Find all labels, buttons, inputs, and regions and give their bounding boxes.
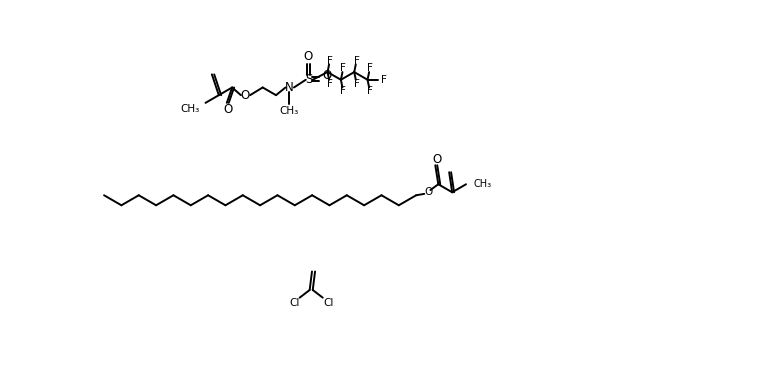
Text: O: O bbox=[323, 69, 332, 82]
Text: O: O bbox=[223, 103, 233, 116]
Text: O: O bbox=[432, 153, 442, 165]
Text: F: F bbox=[327, 79, 333, 89]
Text: O: O bbox=[303, 50, 313, 63]
Text: N: N bbox=[285, 81, 293, 94]
Text: F: F bbox=[327, 56, 333, 65]
Text: Cl: Cl bbox=[323, 298, 333, 308]
Text: O: O bbox=[241, 89, 250, 102]
Text: Cl: Cl bbox=[289, 298, 300, 308]
Text: F: F bbox=[367, 86, 372, 96]
Text: CH₃: CH₃ bbox=[180, 104, 200, 114]
Text: F: F bbox=[367, 63, 372, 73]
Text: F: F bbox=[340, 86, 346, 96]
Text: F: F bbox=[382, 75, 387, 85]
Text: F: F bbox=[340, 63, 346, 73]
Text: F: F bbox=[353, 56, 359, 65]
Text: O: O bbox=[424, 186, 432, 197]
Text: S: S bbox=[305, 73, 313, 86]
Text: CH₃: CH₃ bbox=[280, 106, 299, 116]
Text: F: F bbox=[353, 79, 359, 89]
Text: CH₃: CH₃ bbox=[474, 179, 492, 189]
